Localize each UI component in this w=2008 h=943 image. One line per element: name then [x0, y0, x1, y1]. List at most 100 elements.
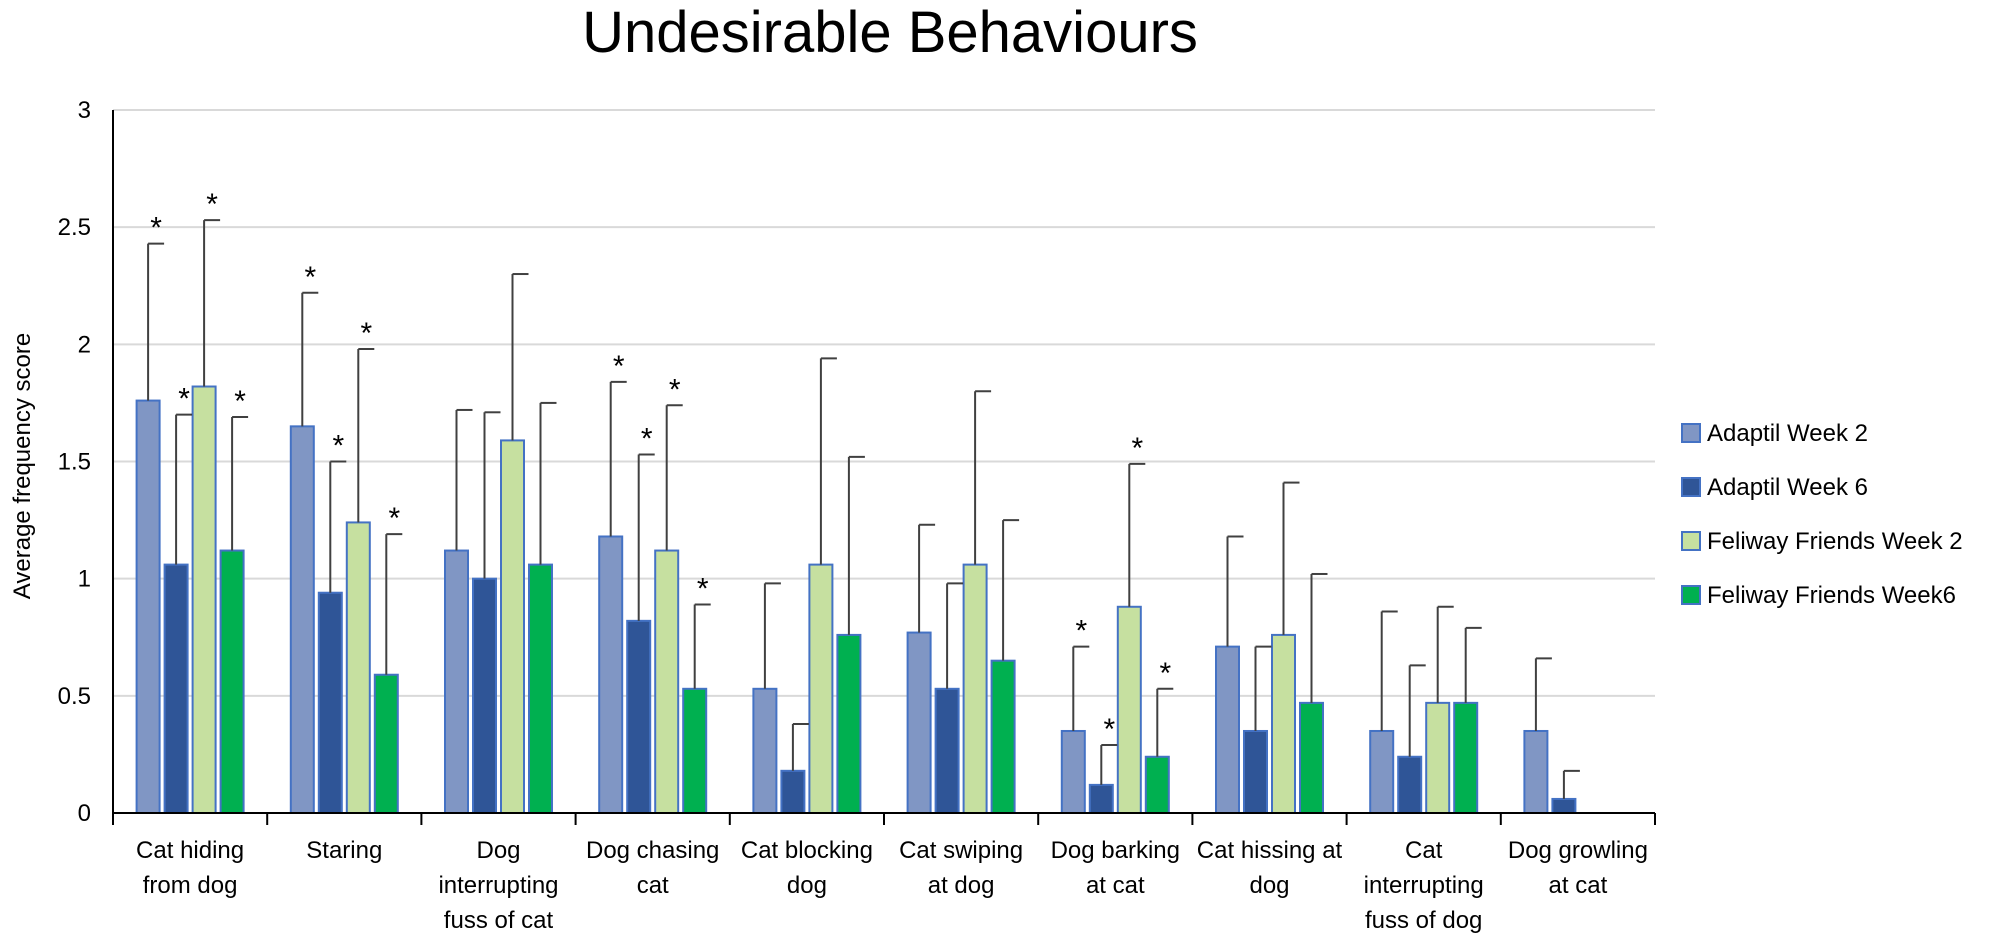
bar: [780, 769, 806, 815]
bar: [1369, 729, 1395, 815]
significance-star: *: [150, 212, 162, 245]
significance-star: *: [360, 317, 372, 350]
x-category-label: Dog chasing: [586, 837, 719, 864]
legend-swatch: [1681, 585, 1701, 605]
y-tick-label: 2: [78, 331, 91, 358]
legend: Adaptil Week 2 Adaptil Week 6 Feliway Frie…: [1681, 420, 1963, 609]
axes: [112, 110, 1656, 825]
bar: [1425, 701, 1451, 815]
significance-star: *: [388, 502, 400, 535]
significance-star: *: [304, 261, 316, 294]
significance-star: *: [1075, 615, 1087, 648]
bar: [1116, 605, 1142, 815]
y-tick-label: 1.5: [58, 449, 91, 476]
x-category-label: Cat: [1405, 837, 1443, 864]
bar: [1397, 755, 1423, 815]
bar: [626, 619, 652, 815]
significance-star: *: [178, 383, 190, 416]
bar: [219, 549, 245, 815]
bar: [1243, 729, 1268, 815]
bar: [752, 687, 778, 815]
bar: [1299, 701, 1324, 815]
x-category-label: Cat blocking: [741, 837, 873, 864]
legend-label: Feliway Friends Week 2: [1707, 528, 1963, 555]
x-category-label: at cat: [1549, 872, 1608, 899]
legend-label: Adaptil Week 2: [1707, 420, 1868, 447]
x-category-labels: Cat hiding from dog Staring Dog interrupting…: [136, 837, 1648, 934]
x-category-label: dog: [787, 872, 827, 899]
error-bars: [147, 219, 1580, 799]
bar: [1551, 797, 1577, 815]
x-category-label: fuss of cat: [444, 907, 554, 934]
bar: [289, 425, 315, 814]
legend-label: Feliway Friends Week6: [1707, 582, 1956, 609]
significance-star: *: [697, 572, 709, 605]
x-category-label: Dog: [476, 837, 520, 864]
x-category-label: Dog barking: [1051, 837, 1180, 864]
bar: [654, 549, 680, 815]
y-tick-labels: 0 0.5 1 1.5 2 2.5 3: [58, 97, 91, 827]
x-category-label: interrupting: [1364, 872, 1484, 899]
bar: [836, 633, 862, 815]
bar: [191, 385, 217, 814]
bar: [906, 631, 932, 815]
x-category-label: interrupting: [438, 872, 558, 899]
significance-markers: * * * * * * * * * * * * * * * *: [150, 188, 1171, 746]
significance-star: *: [206, 188, 218, 221]
bar: [682, 687, 708, 815]
bar: [472, 577, 497, 815]
bar: [808, 563, 834, 815]
significance-star: *: [1159, 657, 1171, 690]
x-category-label: at dog: [928, 872, 995, 899]
bar: [444, 549, 469, 815]
x-category-label: cat: [637, 872, 669, 899]
x-category-label: Cat swiping: [899, 837, 1023, 864]
bar: [135, 399, 161, 814]
bar: [962, 563, 988, 815]
x-category-label: Cat hiding: [136, 837, 244, 864]
bar: [528, 563, 553, 815]
significance-star: *: [234, 385, 246, 418]
legend-swatch: [1681, 531, 1701, 551]
significance-star: *: [332, 430, 344, 463]
y-tick-label: 3: [78, 97, 91, 124]
gridlines: [113, 109, 1655, 697]
significance-star: *: [613, 350, 625, 383]
bar: [345, 521, 371, 815]
x-category-label: Cat hissing at: [1197, 837, 1343, 864]
bar: [1523, 729, 1549, 815]
bar: [500, 439, 525, 814]
legend-label: Adaptil Week 6: [1707, 474, 1868, 501]
bar: [1215, 645, 1240, 815]
bar: [317, 591, 343, 815]
bar: [1453, 701, 1479, 815]
legend-swatch: [1681, 477, 1701, 497]
x-category-label: from dog: [143, 872, 238, 899]
significance-star: *: [669, 373, 681, 406]
bar: [1271, 633, 1296, 815]
legend-swatch: [1681, 423, 1701, 443]
y-tick-label: 1: [78, 566, 91, 593]
bar: [934, 687, 960, 815]
x-category-label: Staring: [306, 837, 382, 864]
bar: [163, 563, 189, 815]
significance-star: *: [641, 422, 653, 455]
x-category-label: fuss of dog: [1365, 907, 1482, 934]
x-category-label: dog: [1249, 872, 1289, 899]
significance-star: *: [1131, 432, 1143, 465]
bar: [990, 659, 1016, 815]
bars: [135, 385, 1577, 815]
chart-title: Undesirable Behaviours: [582, 0, 1198, 65]
y-tick-label: 0.5: [58, 683, 91, 710]
bar: [1144, 755, 1170, 815]
y-axis-title: Average frequency score: [9, 333, 36, 599]
x-category-label: Dog growling: [1508, 837, 1648, 864]
y-tick-label: 2.5: [58, 214, 91, 241]
y-tick-label: 0: [78, 800, 91, 827]
bar: [1088, 783, 1114, 815]
bar: [373, 673, 399, 815]
bar: [598, 535, 624, 815]
significance-star: *: [1103, 713, 1115, 746]
